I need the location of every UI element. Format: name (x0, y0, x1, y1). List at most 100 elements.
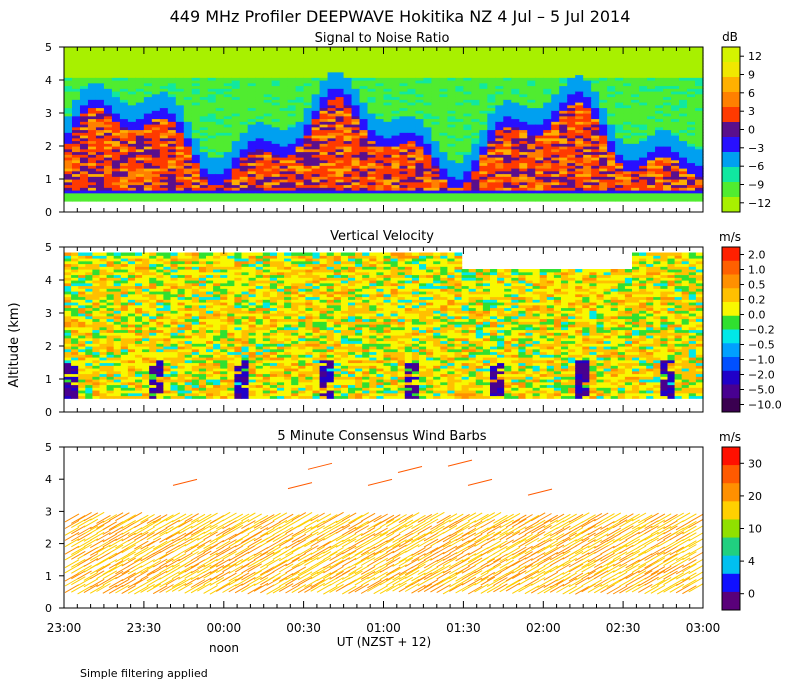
snr-cell (303, 80, 313, 84)
snr-cell (71, 143, 81, 147)
snr-cell (287, 91, 297, 95)
snr-cell (223, 58, 233, 62)
snr-cell (143, 47, 153, 51)
snr-cell (135, 104, 145, 109)
vv-cell (99, 266, 108, 270)
snr-cell (247, 60, 257, 65)
snr-cell (303, 190, 313, 194)
snr-cell (551, 58, 560, 62)
vv-cell (99, 348, 108, 353)
snr-cell (391, 157, 401, 161)
snr-cell (599, 85, 608, 89)
snr-cell (207, 173, 217, 177)
snr-cell (551, 143, 560, 147)
snr-cell (687, 181, 696, 186)
snr-cell (407, 143, 417, 147)
snr-cell (391, 198, 401, 202)
snr-cell (519, 69, 528, 73)
snr-cell (343, 93, 353, 98)
snr-cell (631, 107, 640, 111)
snr-cell (695, 88, 704, 92)
snr-cell (439, 190, 448, 194)
snr-cell (327, 85, 337, 89)
snr-cell (255, 91, 265, 95)
snr-cell (671, 93, 680, 98)
snr-cell (559, 71, 568, 76)
snr-cell (263, 77, 273, 81)
snr-cell (583, 55, 592, 59)
snr-cell (575, 165, 584, 169)
snr-cell (167, 113, 177, 117)
snr-cell (375, 181, 385, 186)
snr-cell (487, 118, 496, 122)
snr-cell (679, 104, 688, 109)
snr-cell (287, 47, 297, 51)
snr-cell (335, 49, 345, 54)
snr-cell (487, 49, 496, 54)
snr-cell (575, 154, 584, 158)
snr-cell (143, 115, 153, 120)
snr-cell (463, 190, 472, 194)
snr-cell (503, 107, 512, 111)
snr-cell (583, 132, 592, 136)
snr-cell (647, 190, 656, 194)
snr-cell (583, 154, 592, 158)
snr-cell (511, 63, 520, 67)
snr-cell (567, 181, 576, 186)
snr-cell (663, 88, 672, 92)
snr-cell (631, 82, 640, 87)
snr-cell (431, 198, 441, 202)
snr-cell (231, 135, 241, 139)
snr-cell (239, 168, 249, 172)
snr-cell (567, 192, 576, 197)
snr-cell (471, 151, 480, 155)
snr-cell (647, 157, 656, 161)
snr-cell (247, 107, 257, 111)
vv-cell (99, 263, 108, 267)
snr-cell (319, 74, 329, 78)
snr-cell (511, 52, 520, 56)
snr-cell (455, 58, 464, 62)
snr-cell (351, 159, 361, 164)
snr-cell (359, 168, 369, 172)
snr-cell (303, 146, 313, 150)
snr-cell (695, 82, 704, 87)
snr-cell (591, 58, 600, 62)
snr-cell (143, 135, 153, 139)
snr-cell (415, 146, 425, 150)
snr-cell (575, 179, 584, 183)
snr-cell (631, 146, 640, 150)
snr-cell (375, 148, 385, 153)
vv-cell (64, 310, 72, 314)
vv-cell (106, 304, 115, 309)
snr-cell (64, 60, 73, 65)
snr-cell (575, 146, 584, 150)
snr-cell (655, 137, 664, 142)
snr-cell (631, 135, 640, 139)
snr-cell (647, 168, 656, 172)
snr-cell (687, 124, 696, 128)
snr-cell (583, 162, 592, 166)
snr-cell (391, 104, 401, 109)
snr-cell (119, 96, 129, 100)
snr-cell (415, 91, 425, 95)
snr-cell (631, 126, 640, 131)
snr-cell (647, 80, 656, 84)
snr-cell (695, 52, 704, 56)
snr-cell (239, 181, 249, 186)
snr-cell (119, 110, 129, 114)
snr-cell (631, 85, 640, 89)
snr-cell (335, 52, 345, 56)
snr-cell (351, 140, 361, 144)
snr-cell (215, 154, 225, 158)
snr-cell (511, 124, 520, 128)
snr-cell (327, 159, 337, 164)
snr-cell (583, 104, 592, 109)
snr-cell (247, 148, 257, 153)
snr-cell (519, 154, 528, 158)
snr-cell (64, 80, 73, 84)
snr-cell (375, 121, 385, 125)
vv-cell (71, 370, 79, 375)
snr-cell (479, 179, 488, 183)
snr-cell (223, 74, 233, 78)
